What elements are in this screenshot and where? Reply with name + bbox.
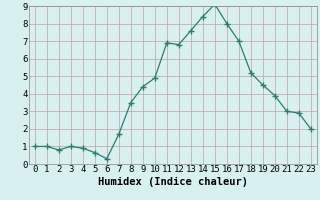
X-axis label: Humidex (Indice chaleur): Humidex (Indice chaleur) [98,177,248,187]
